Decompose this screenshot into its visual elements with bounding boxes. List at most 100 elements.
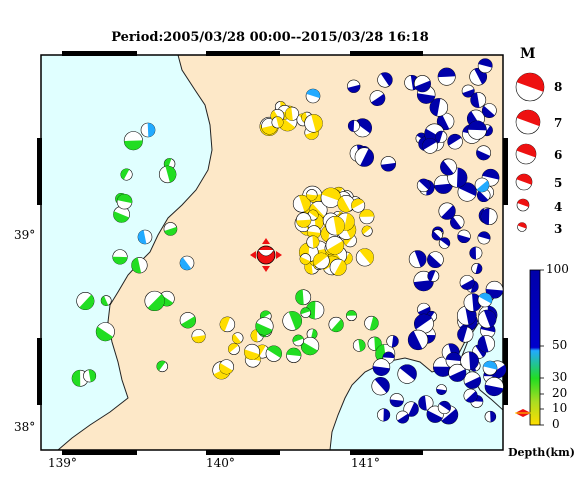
focal-mechanism-icon: [467, 120, 487, 140]
focal-mechanism-icon: [482, 360, 498, 376]
focal-mechanism-icon: [158, 165, 177, 184]
focal-mechanism-icon: [450, 215, 465, 230]
lon-label-139: 139°: [48, 456, 77, 470]
focal-mechanism-icon: [320, 187, 341, 208]
focal-mechanism-icon: [447, 133, 463, 150]
focal-mechanism-icon: [437, 400, 451, 415]
focal-mechanism-icon: [218, 359, 235, 375]
focal-mechanism-icon: [416, 178, 431, 193]
focal-mechanism-icon: [347, 119, 360, 132]
focal-mechanism-icon: [477, 309, 497, 329]
focal-mechanism-icon: [305, 300, 325, 320]
depth-colorbar: [529, 269, 541, 426]
focal-mechanism-icon: [300, 336, 320, 356]
focal-mechanism-icon: [255, 317, 274, 336]
earthquake-symbols: [71, 58, 507, 425]
focal-mechanism-icon: [304, 114, 323, 133]
focal-mechanism-icon: [271, 116, 284, 129]
focal-mechanism-icon: [407, 329, 429, 351]
focal-mechanism-icon: [372, 358, 391, 377]
focal-mechanism-icon: [457, 326, 474, 343]
focal-mechanism-icon: [413, 75, 431, 93]
focal-mechanism-icon: [435, 130, 448, 143]
focal-mechanism-icon: [481, 103, 497, 118]
focal-mechanism-icon: [295, 289, 312, 306]
focal-mechanism-icon: [313, 252, 330, 270]
focal-mechanism-icon: [140, 122, 156, 138]
focal-mechanism-icon: [292, 334, 305, 347]
focal-mechanism-icon: [328, 316, 344, 333]
focal-mechanism-icon: [397, 364, 417, 384]
depth-label-20: 20: [552, 386, 568, 400]
focal-mechanism-icon: [113, 205, 130, 223]
focal-mechanism-icon: [231, 332, 244, 344]
focal-mechanism-icon: [457, 182, 477, 202]
focal-mechanism-icon: [219, 316, 236, 333]
focal-mechanism-icon: [515, 173, 533, 191]
focal-mechanism-icon: [329, 258, 347, 276]
focal-mechanism-icon: [437, 67, 456, 86]
focal-mechanism-icon: [515, 109, 541, 135]
depth-marker-icon: [515, 409, 531, 417]
focal-mechanism-icon: [440, 158, 457, 176]
focal-mechanism-icon: [306, 328, 318, 340]
focal-mechanism-icon: [515, 72, 545, 102]
focal-mechanism-icon: [191, 329, 206, 344]
focal-mechanism-icon: [485, 280, 504, 299]
focal-mechanism-icon: [403, 401, 419, 417]
depth-label-30: 30: [552, 370, 568, 384]
main-shock-marker: [250, 238, 282, 272]
focal-mechanism-icon: [299, 253, 312, 265]
focal-mechanism-icon: [431, 229, 443, 241]
focal-mechanism-icon: [386, 335, 399, 348]
focal-mechanism-icon: [325, 236, 345, 255]
focal-mechanism-icon: [120, 168, 133, 181]
focal-mechanism-icon: [427, 251, 444, 269]
focal-mechanism-icon: [364, 315, 379, 331]
focal-mechanism-icon: [469, 246, 483, 260]
focal-mechanism-icon: [244, 343, 261, 360]
focal-mechanism-icon: [95, 322, 115, 342]
focal-mechanism-icon: [484, 376, 504, 397]
focal-mechanism-icon: [438, 237, 451, 249]
depth-unit-label: Depth(km): [508, 446, 575, 459]
focal-mechanism-icon: [457, 229, 471, 244]
focal-mechanism-icon: [377, 72, 393, 88]
focal-mechanism-icon: [163, 222, 178, 236]
focal-mechanism-icon: [474, 177, 490, 193]
focal-mechanism-icon: [352, 339, 366, 352]
mag-label-3: 3: [554, 222, 563, 236]
focal-mechanism-icon: [463, 388, 478, 403]
mag-label-7: 7: [554, 116, 563, 130]
focal-mechanism-icon: [295, 212, 312, 228]
focal-mechanism-icon: [476, 145, 492, 161]
focal-mechanism-icon: [100, 295, 112, 307]
focal-mechanism-icon: [460, 351, 479, 371]
focal-mechanism-icon: [463, 293, 482, 312]
mag-label-8: 8: [554, 80, 563, 94]
focal-mechanism-icon: [459, 275, 475, 290]
focal-mechanism-icon: [354, 147, 374, 167]
focal-mechanism-icon: [477, 231, 491, 245]
depth-label-50: 50: [552, 338, 568, 352]
focal-mechanism-icon: [515, 143, 537, 165]
depth-label-0: 0: [552, 417, 560, 431]
focal-mechanism-icon: [484, 410, 497, 423]
focal-mechanism-icon: [282, 311, 303, 331]
lat-label-39: 39°: [14, 228, 36, 242]
focal-mechanism-icon: [471, 262, 483, 275]
focal-mechanism-icon: [156, 360, 168, 373]
magnitude-legend: [515, 72, 545, 232]
magnitude-header: M: [520, 46, 536, 62]
focal-mechanism-icon: [477, 292, 493, 308]
focal-mechanism-icon: [436, 384, 447, 395]
focal-mechanism-icon: [438, 202, 456, 220]
focal-mechanism-icon: [477, 58, 493, 74]
focal-mechanism-icon: [355, 248, 374, 267]
focal-mechanism-icon: [83, 369, 97, 383]
focal-mechanism-icon: [346, 310, 357, 322]
focal-mechanism-icon: [516, 198, 530, 212]
map-title: Period:2005/03/28 00:00--2015/03/28 16:1…: [111, 30, 429, 45]
focal-mechanism-icon: [369, 90, 386, 107]
